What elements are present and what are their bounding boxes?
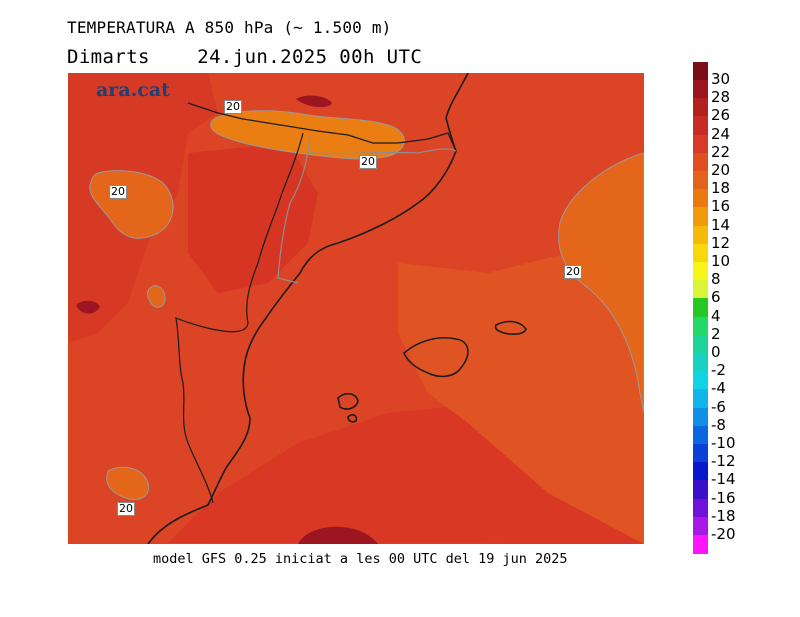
legend-swatch <box>693 225 708 244</box>
legend-swatch <box>693 262 708 281</box>
legend-swatch <box>693 98 708 117</box>
warm-region-ebro <box>188 143 318 293</box>
forecast-day: Dimarts <box>67 46 150 68</box>
forecast-datetime: 24.jun.2025 00h UTC <box>197 46 423 68</box>
map-subtitle: Dimarts 24.jun.2025 00h UTC <box>67 46 422 68</box>
hot-spot-north <box>296 95 332 108</box>
border-catalonia <box>277 134 311 284</box>
legend-swatch <box>693 298 708 317</box>
legend-label: 6 <box>711 288 721 307</box>
contour-label: 20 <box>359 155 377 169</box>
legend-label: 12 <box>711 233 731 252</box>
legend-label: 24 <box>711 124 731 143</box>
legend-label: 28 <box>711 88 731 107</box>
legend-label: -12 <box>711 452 736 471</box>
legend-label: 8 <box>711 270 721 289</box>
legend-swatch <box>693 243 708 262</box>
legend-label: 16 <box>711 197 731 216</box>
legend-swatch <box>693 116 708 135</box>
legend-label: 0 <box>711 343 721 361</box>
legend-swatch <box>693 62 708 80</box>
map-title: TEMPERATURA A 850 hPa (~ 1.500 m) <box>67 18 392 37</box>
cool-region-sea <box>398 213 644 544</box>
legend-label: 26 <box>711 106 731 125</box>
contour-label: 20 <box>564 265 582 279</box>
legend-swatch <box>693 134 708 153</box>
contour-label: 20 <box>117 502 135 516</box>
legend-swatch <box>693 80 708 99</box>
island-menorca <box>494 320 527 335</box>
contour-18-southwest <box>106 466 150 500</box>
legend-swatch <box>693 207 708 226</box>
temperature-color-scale <box>693 62 708 554</box>
legend-swatch <box>693 407 708 426</box>
island-formentera <box>347 414 358 423</box>
legend-label: -4 <box>711 379 726 398</box>
hot-spot-south <box>298 526 378 544</box>
legend-label: -18 <box>711 506 736 525</box>
island-mallorca <box>403 337 469 378</box>
legend-label: 4 <box>711 306 721 325</box>
legend-swatch <box>693 498 708 517</box>
legend-swatch <box>693 334 708 353</box>
model-run-info: model GFS 0.25 iniciat a les 00 UTC del … <box>153 551 568 567</box>
legend-label: -14 <box>711 470 736 489</box>
border-admin <box>307 148 457 155</box>
aracat-logo: ara.cat <box>96 79 170 101</box>
legend-swatch <box>693 389 708 408</box>
legend-label: 20 <box>711 161 731 179</box>
legend-swatch <box>693 535 708 554</box>
legend-label: 22 <box>711 142 731 161</box>
legend-label: -10 <box>711 434 736 452</box>
legend-swatch <box>693 516 708 535</box>
legend-label: 10 <box>711 252 731 270</box>
legend-label: 14 <box>711 215 731 234</box>
legend-label: -16 <box>711 488 736 507</box>
contour-label: 20 <box>109 185 127 199</box>
contour-18-small <box>147 285 166 308</box>
legend-swatch <box>693 316 708 335</box>
contour-18-pyrenees <box>210 110 405 160</box>
legend-label: -6 <box>711 397 726 416</box>
contour-label: 20 <box>224 100 242 114</box>
legend-label: -20 <box>711 525 736 543</box>
legend-label: -2 <box>711 361 726 380</box>
legend-swatch <box>693 425 708 444</box>
legend-swatch <box>693 444 708 463</box>
legend-swatch <box>693 462 708 481</box>
legend-label: 30 <box>711 70 731 88</box>
legend-swatch <box>693 480 708 499</box>
island-ibiza <box>337 392 359 410</box>
legend-swatch <box>693 171 708 190</box>
legend-swatch <box>693 189 708 208</box>
legend-label: 18 <box>711 179 731 198</box>
legend-label: -8 <box>711 415 726 434</box>
border-aragon <box>175 132 304 504</box>
legend-swatch <box>693 152 708 171</box>
border-france <box>187 102 457 152</box>
hot-spot-west <box>76 300 100 314</box>
legend-swatch <box>693 371 708 390</box>
legend-swatch <box>693 353 708 372</box>
temperature-map <box>68 73 644 544</box>
legend-label: 2 <box>711 324 721 343</box>
legend-swatch <box>693 280 708 299</box>
